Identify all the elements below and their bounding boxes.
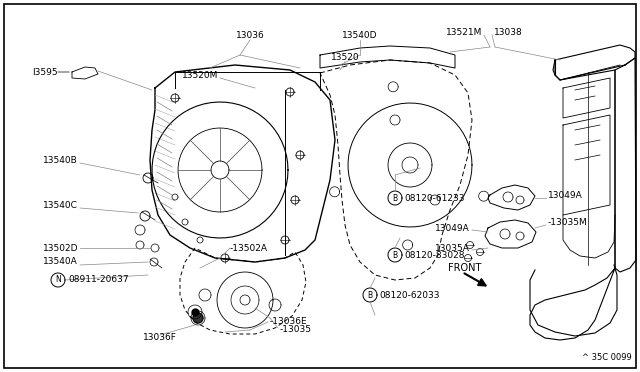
Text: 13540A: 13540A (44, 257, 78, 266)
Text: 13540C: 13540C (43, 201, 78, 209)
Text: 13502D: 13502D (42, 244, 78, 253)
Text: FRONT: FRONT (448, 263, 481, 273)
Text: 13049A: 13049A (435, 224, 470, 232)
Text: ^ 35C 0099: ^ 35C 0099 (582, 353, 632, 362)
Text: B: B (367, 291, 372, 299)
Text: 13049A: 13049A (548, 190, 583, 199)
Text: N: N (55, 276, 61, 285)
Text: 13035A: 13035A (435, 244, 470, 253)
Text: 08120-62033: 08120-62033 (379, 291, 440, 299)
Text: -13502A: -13502A (230, 244, 268, 253)
Text: 13540B: 13540B (44, 155, 78, 164)
Text: -13035M: -13035M (548, 218, 588, 227)
Text: -13036E: -13036E (270, 317, 308, 327)
Text: -13035: -13035 (280, 326, 312, 334)
Text: 08120-61233: 08120-61233 (404, 193, 465, 202)
Text: 13521M: 13521M (445, 28, 482, 36)
Text: B: B (392, 250, 397, 260)
Text: 08120-83028: 08120-83028 (404, 250, 465, 260)
Text: B: B (392, 193, 397, 202)
Polygon shape (193, 313, 203, 323)
Text: 13036F: 13036F (143, 334, 177, 343)
Text: 13520M: 13520M (182, 71, 218, 80)
Text: 13038: 13038 (494, 28, 523, 36)
Text: 13540D: 13540D (342, 31, 378, 39)
Text: 08911-20637: 08911-20637 (68, 276, 129, 285)
Text: l3595: l3595 (32, 67, 58, 77)
Text: 13036: 13036 (236, 31, 264, 39)
Text: 13520: 13520 (331, 52, 359, 61)
